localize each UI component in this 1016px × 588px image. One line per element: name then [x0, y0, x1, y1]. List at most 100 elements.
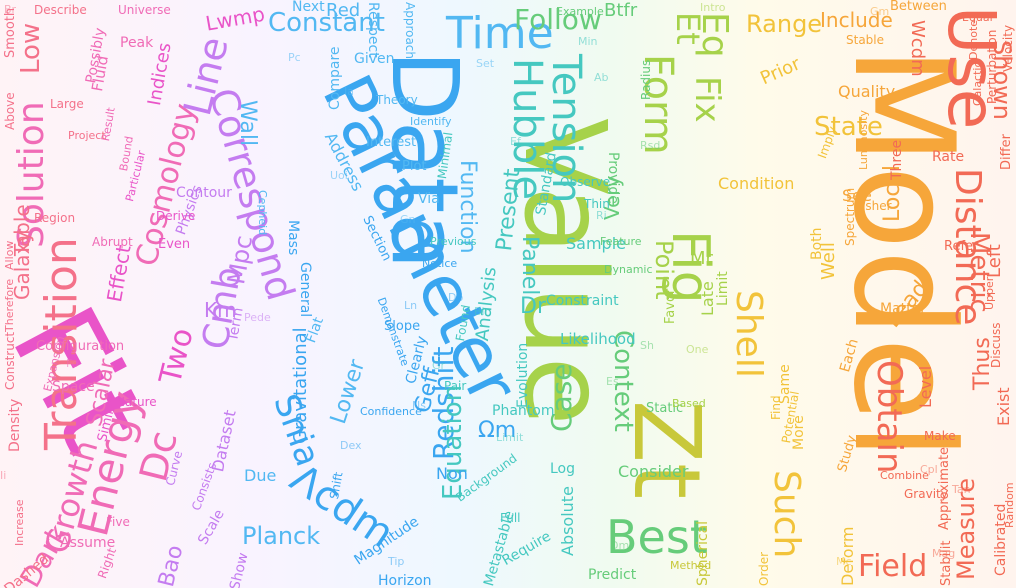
word-assume: Assume [60, 535, 116, 551]
word-gm: Gm [870, 5, 890, 18]
word-cpl: Cpl [920, 463, 938, 476]
word-identify: Identify [410, 115, 452, 128]
word-non: Non [436, 464, 468, 483]
word-nature: Nature [116, 395, 157, 409]
word-such: Such [766, 470, 807, 559]
word-ef: Ef [510, 135, 521, 148]
word-given: Given [354, 51, 395, 67]
word-es: Es [606, 375, 619, 388]
word-evolution: Evolution [515, 342, 531, 408]
word-state: State [814, 112, 883, 142]
word-mr: Mr [690, 248, 713, 269]
word-time: Time [446, 8, 554, 59]
word-gr: Gr [432, 359, 446, 372]
word-indices: Indices [144, 41, 176, 108]
word-left: Left [984, 244, 1005, 278]
word-random: Random [1003, 482, 1016, 528]
word-abrupt: Abrupt [92, 235, 133, 249]
word-density: Density [7, 398, 23, 452]
word-five: Five [106, 515, 130, 529]
word-pede: Pede [244, 311, 271, 324]
word-find: Find [769, 395, 783, 420]
word-project: Project [68, 129, 106, 142]
word-discuss: Discuss [989, 322, 1003, 368]
word-wall: Wall [235, 100, 260, 147]
word-phantom: Phantom [492, 403, 555, 419]
word-radius: Radius [639, 59, 653, 100]
word-matter: Matter [880, 301, 927, 317]
word-min: Min [578, 35, 598, 48]
word-dm: Dm [610, 539, 630, 552]
word-more: More [791, 415, 807, 450]
word-above: Above [3, 92, 17, 130]
word-fisher: Fisher [856, 199, 892, 213]
word-absolute: Absolute [558, 486, 577, 556]
word-static: Static [646, 401, 684, 416]
word-bin: Bin [474, 305, 492, 318]
word-see: See [842, 186, 872, 205]
word-interest: Interest [366, 135, 417, 150]
word-galactic: Galactic [971, 61, 984, 106]
word-exist: Exist [994, 387, 1013, 426]
word-ri: Ri [596, 209, 607, 222]
word-mpc: Mpc [222, 233, 259, 287]
word-order: Order [757, 551, 771, 586]
word-general: General [297, 262, 313, 318]
word-respect: Respect [365, 2, 381, 58]
word-btfr: Btfr [604, 0, 638, 21]
word-do: Do [448, 291, 464, 304]
word-mag: Mag [932, 547, 956, 560]
word-limit-small: Limit [496, 431, 524, 444]
word-mass: Mass [285, 220, 301, 256]
word-ii: Ii [0, 469, 7, 482]
word-consists: Consists [189, 460, 220, 513]
word-rate: Rate [932, 149, 965, 165]
word-cepheid: Cepheid [256, 190, 269, 236]
word-set: Set [476, 57, 495, 70]
word-best: Best [606, 510, 708, 564]
word-confidence: Confidence [360, 405, 422, 418]
word-region: Region [34, 211, 76, 225]
word-plot: Plot [402, 159, 427, 174]
word-show: Show [227, 551, 252, 588]
word-perturbation: Perturbation [985, 29, 999, 104]
word-luminosity: Luminosity [857, 110, 870, 170]
word-case: Case [545, 363, 578, 432]
word-both: Both [809, 227, 825, 260]
word-constraint: Constraint [546, 293, 619, 309]
word-bao: Bao [154, 542, 189, 588]
word-ia: Ia [344, 85, 354, 98]
word-three: Three [889, 139, 905, 180]
word-gn: Gn [400, 213, 416, 226]
word-peak: Peak [120, 35, 154, 51]
word-refer: Refer [944, 239, 979, 254]
word-rsd: Rsd [640, 139, 661, 152]
word-full: Full [500, 511, 521, 525]
word-large: Large [50, 97, 84, 111]
word-favor: Favor [663, 288, 678, 324]
word-lwmp: Lwmp [203, 1, 267, 36]
word-blue: Blue [860, 58, 894, 76]
word-gravity: Gravity [904, 487, 948, 501]
word-via: Via [418, 191, 440, 207]
word-level: Level [916, 365, 935, 408]
word-spherical: Spherical [695, 520, 711, 586]
word-equal: Equal [962, 11, 993, 24]
word-fix: Fix [687, 76, 727, 123]
word-horizon: Horizon [378, 573, 432, 588]
word-uoi: Uoi [330, 169, 348, 182]
word-universe: Universe [118, 3, 171, 17]
word-gravitational: Gravitational [290, 327, 311, 444]
word-right: Right [95, 545, 120, 581]
word-dex: Dex [340, 439, 362, 452]
word-dr: Dr [520, 294, 546, 319]
word-likelihood: Likelihood [560, 330, 636, 348]
word-et: Et [669, 12, 707, 45]
word-tip: Tip [388, 555, 405, 568]
word-configuration: Configuration [36, 339, 125, 354]
word-denote: Denote [967, 19, 980, 60]
word-construct: Construct [3, 331, 17, 390]
word-derive: Derive [156, 209, 196, 223]
word-range: Range [746, 10, 823, 38]
